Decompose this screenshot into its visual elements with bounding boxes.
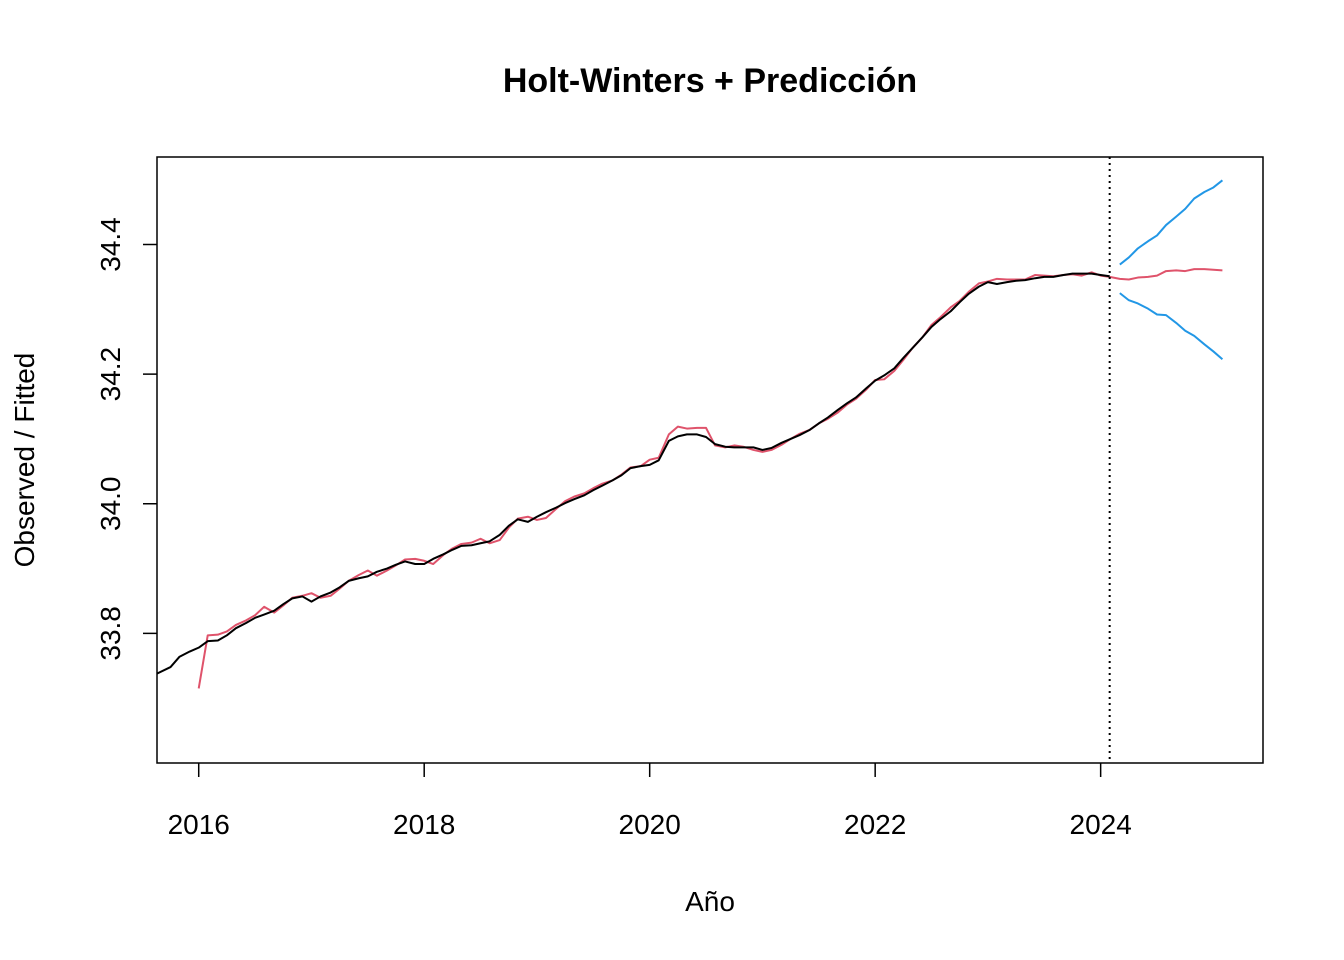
- x-tick-label: 2018: [393, 809, 455, 840]
- lower-bound-line: [1119, 292, 1224, 360]
- upper-bound-line: [1119, 179, 1224, 266]
- x-axis-label: Año: [685, 886, 735, 917]
- observed-line: [157, 272, 1110, 675]
- y-tick-label: 34.2: [95, 347, 126, 402]
- x-tick-label: 2024: [1070, 809, 1132, 840]
- fitted-line: [197, 271, 1110, 689]
- x-tick-label: 2022: [844, 809, 906, 840]
- y-tick-label: 34.0: [95, 476, 126, 531]
- series-layer: [157, 157, 1224, 763]
- y-axis-label: Observed / Fitted: [9, 353, 40, 568]
- y-tick-label: 33.8: [95, 606, 126, 661]
- chart-title: Holt-Winters + Predicción: [503, 62, 917, 100]
- plot-frame: [156, 156, 1264, 764]
- y-axis: 33.8 34.0 34.2 34.4: [95, 217, 157, 661]
- y-tick-label: 34.4: [95, 217, 126, 271]
- x-tick-label: 2016: [168, 809, 230, 840]
- x-axis: 2016 2018 2020 2022 2024: [168, 763, 1132, 840]
- x-tick-label: 2020: [619, 809, 681, 840]
- forecast-line: [1109, 268, 1223, 281]
